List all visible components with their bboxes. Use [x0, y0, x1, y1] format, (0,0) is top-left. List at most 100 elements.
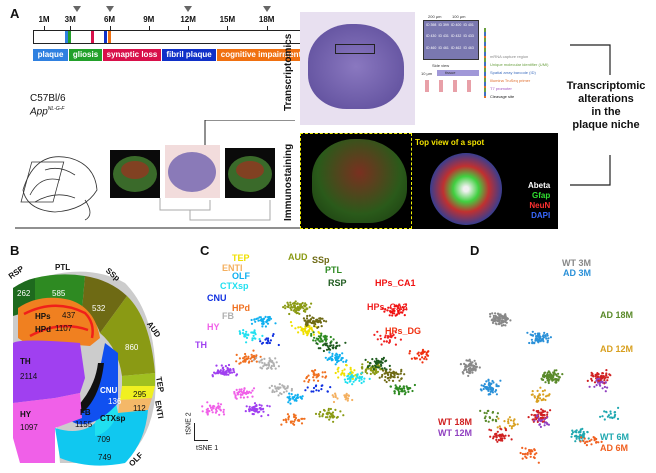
region-count: 2114: [20, 372, 38, 381]
legend-hps_ca3: HPs_CA3: [367, 302, 408, 312]
onset-marker: [107, 31, 111, 43]
legend-ssp: SSp: [312, 255, 330, 265]
scatter-point-ptl: [406, 386, 409, 389]
scatter-point-olf: [288, 395, 291, 398]
scatter-point-ad-12m: [496, 426, 499, 429]
scatter-point-wt-18m: [597, 373, 600, 376]
scatter-point-wt-12m: [598, 383, 601, 386]
region-enti[interactable]: [118, 398, 152, 413]
scatter-point-ad-18m: [541, 378, 544, 381]
scatter-point-ctxsp: [352, 380, 355, 383]
region-aud[interactable]: [100, 296, 155, 376]
scatter-point-wt-18m: [497, 438, 500, 442]
region-tep[interactable]: [122, 373, 155, 386]
scatter-point-fb: [260, 358, 263, 361]
scatter-point-hpd: [286, 413, 289, 416]
scatter-point-ad-6m: [526, 453, 529, 456]
scatter-point-hy: [246, 396, 249, 399]
scatter-point-hps_ca3: [388, 339, 391, 342]
scatter-point-ctxsp: [355, 378, 358, 381]
scatter-point-th: [222, 369, 225, 372]
scatter-point-wt-18m: [492, 437, 495, 440]
scatter-point-wt-3m: [506, 317, 509, 320]
scatter-point-th: [230, 371, 234, 374]
stain-legend: Abeta Gfap NeuN DAPI: [528, 181, 550, 221]
scatter-point-wt-18m: [496, 430, 499, 433]
scatter-point-aud: [291, 306, 294, 309]
scatter-point-rsp: [388, 364, 391, 367]
scatter-point-fb: [290, 389, 293, 392]
scatter-point-ad-18m: [546, 379, 549, 382]
scatter-point-enti: [332, 395, 335, 398]
scatter-point-hy: [222, 413, 226, 416]
scatter-point-wt-18m: [601, 372, 604, 375]
region-olf[interactable]: [55, 410, 148, 466]
scatter-point-ad-3m: [499, 379, 502, 382]
scatter-point-aud: [332, 420, 335, 423]
region-yellow[interactable]: [120, 386, 155, 400]
scatter-point-wt-18m: [489, 435, 492, 438]
scatter-point-rsp: [383, 367, 386, 370]
scatter-point-enti: [346, 399, 349, 402]
stage-legend: plaque gliosis synaptic loss fibril plaque c…: [33, 49, 307, 61]
scatter-point-wt-12m: [593, 385, 596, 388]
region-hps[interactable]: [23, 304, 94, 339]
region-fb[interactable]: [76, 363, 104, 413]
scatter-point-rsp: [371, 358, 374, 361]
scatter-point-ad-12m: [498, 425, 501, 428]
scatter-point-hps_ca3: [388, 341, 391, 344]
scatter-point-wt-18m: [500, 435, 503, 438]
scatter-point-hps_dg: [423, 357, 426, 360]
scatter-point-fb: [272, 363, 275, 366]
scatter-point-ad-18m: [550, 373, 553, 376]
scatter-point-wt-18m: [539, 413, 542, 416]
scatter-point-olf: [293, 395, 296, 399]
scatter-point-wt-18m: [496, 440, 499, 443]
scatter-point-enti: [351, 398, 354, 402]
scatter-point-hpd: [321, 375, 324, 378]
scatter-point-ad-12m: [531, 393, 534, 396]
region-cnu[interactable]: [68, 343, 118, 425]
scatter-point-ad-18m: [491, 418, 494, 421]
scatter-point-tep: [318, 332, 321, 335]
scatter-point-olf: [336, 357, 339, 360]
scatter-point-th: [215, 364, 218, 367]
scatter-point-ad-3m: [545, 337, 548, 340]
region-th[interactable]: [13, 340, 85, 404]
onset-marker: [68, 31, 72, 43]
region-name-hpd: HPd: [35, 325, 51, 334]
scatter-point-wt-3m: [471, 361, 474, 364]
scatter-point-hy: [239, 396, 242, 399]
scatter-point-ad-3m: [542, 340, 545, 343]
scatter-point-rsp: [364, 358, 367, 361]
scatter-point-hps_ca1: [397, 309, 400, 312]
scatter-point-hps_ca3: [379, 337, 382, 340]
scatter-point-wt-6m: [611, 416, 614, 420]
scatter-point-aud: [366, 360, 369, 364]
scatter-point-hpd: [250, 353, 253, 356]
scatter-point-wt-18m: [540, 408, 543, 411]
scatter-point-ad-18m: [543, 376, 546, 379]
scatter-point-hy: [206, 401, 209, 404]
scatter-point-olf: [296, 393, 299, 396]
scatter-point-rsp: [381, 361, 384, 364]
stage-fibril-plaque: fibril plaque: [162, 49, 216, 61]
scatter-point-ssp: [388, 379, 391, 382]
scatter-point-tep: [345, 363, 348, 367]
scatter-point-wt-3m: [509, 319, 512, 322]
scatter-point-wt-3m: [469, 363, 472, 366]
scatter-point-hps_dg: [415, 357, 418, 360]
scatter-point-enti: [334, 395, 337, 399]
scatter-point-rsp: [375, 357, 378, 360]
scatter-point-wt-12m: [603, 385, 606, 389]
scatter-point-enti: [345, 392, 348, 395]
scatter-point-cnu: [312, 386, 316, 390]
scatter-point-wt-3m: [470, 369, 474, 372]
scatter-point-ad-3m: [491, 379, 494, 383]
region-hy[interactable]: [13, 393, 82, 463]
scatter-point-fb: [269, 366, 272, 369]
scatter-point-hps_ca1: [403, 314, 406, 317]
scatter-point-wt-6m: [576, 435, 579, 438]
scatter-point-ptl: [398, 392, 401, 395]
scatter-point-ssp: [316, 326, 319, 329]
